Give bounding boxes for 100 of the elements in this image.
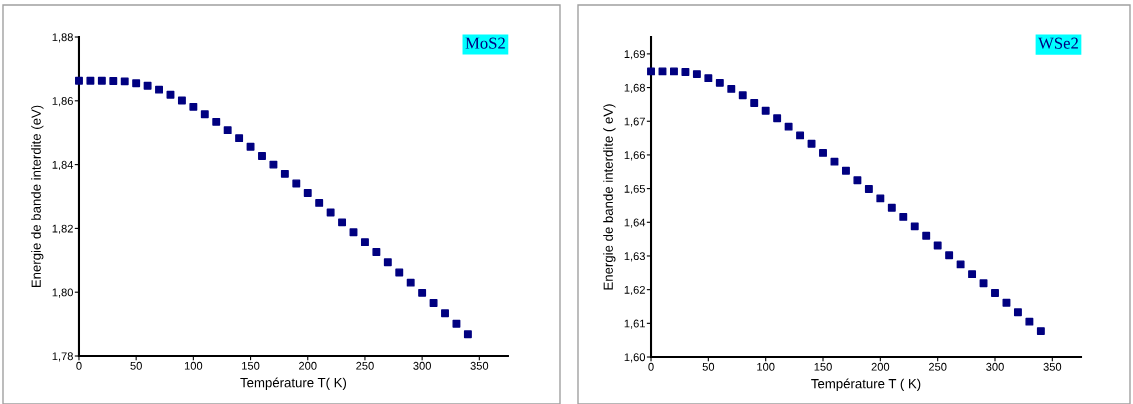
y-tick-label: 1,60 (624, 353, 646, 363)
point (246, 142, 255, 151)
x-tick-label: 50 (702, 362, 715, 371)
point (75, 76, 83, 85)
point (968, 270, 977, 279)
point (853, 176, 862, 185)
point (441, 309, 449, 318)
y-tick-label: 1,61 (624, 319, 645, 329)
point (406, 278, 415, 287)
x-tick-label: 300 (986, 362, 1004, 371)
point (761, 106, 770, 115)
y-tick-label: 1,80 (52, 288, 73, 298)
y-tick-label: 1,69 (624, 50, 645, 60)
point (899, 212, 908, 221)
y-tick-label: 1,66 (624, 151, 645, 161)
point (704, 74, 713, 83)
point (258, 152, 266, 160)
y-tick-label: 1,63 (624, 252, 645, 262)
x-tick-label: 50 (130, 361, 142, 370)
point (189, 102, 198, 111)
point (463, 330, 472, 339)
point (1036, 327, 1045, 336)
point (280, 169, 289, 178)
point (326, 208, 335, 217)
x-tick-label: 0 (648, 362, 654, 371)
point (750, 99, 759, 108)
point (956, 260, 965, 269)
point (166, 90, 175, 99)
point (120, 77, 129, 86)
x-axis-title: Température T( K) (240, 377, 347, 390)
x-tick-label: 250 (928, 362, 947, 371)
point (738, 91, 747, 100)
x-axis-title: Température T ( K) (811, 378, 921, 391)
point (97, 76, 106, 85)
point (922, 231, 931, 240)
point (727, 84, 736, 93)
y-tick-label: 1,82 (52, 224, 73, 234)
point (841, 166, 850, 175)
point (819, 148, 827, 157)
x-tick-label: 250 (356, 361, 374, 370)
point (360, 238, 369, 247)
point (132, 79, 141, 88)
x-tick-label: 100 (757, 362, 775, 371)
point (796, 131, 805, 140)
x-tick-label: 100 (184, 361, 203, 370)
point (715, 78, 724, 87)
point (212, 117, 221, 126)
point (1025, 317, 1034, 326)
y-tick-label: 1,86 (52, 97, 73, 107)
point (658, 67, 667, 76)
point (338, 218, 347, 227)
y-tick-label: 1,84 (52, 160, 74, 171)
point (864, 184, 873, 193)
point (670, 67, 678, 76)
point (235, 134, 244, 143)
point (773, 114, 782, 123)
point (372, 248, 381, 256)
point (292, 179, 301, 188)
point (452, 319, 461, 328)
y-axis-title: Energie de bande interdite (eV) (31, 105, 44, 288)
annotation: MoS2 (465, 37, 505, 49)
x-tick-label: 200 (299, 361, 317, 370)
point (395, 268, 404, 277)
point (177, 96, 186, 105)
point (830, 157, 839, 166)
point (933, 241, 942, 250)
point (429, 299, 438, 308)
point (1013, 308, 1022, 317)
point (418, 288, 427, 297)
x-tick-label: 200 (871, 362, 890, 371)
y-tick-label: 1,62 (624, 285, 645, 296)
point (349, 228, 358, 237)
point (692, 70, 701, 79)
point (1002, 298, 1011, 307)
point (991, 289, 999, 297)
point (315, 198, 324, 207)
point (269, 160, 278, 169)
y-tick-label: 1,65 (624, 184, 645, 195)
x-tick-label: 150 (814, 362, 832, 371)
y-tick-label: 1,78 (52, 352, 73, 362)
x-tick-label: 0 (76, 361, 82, 370)
point (979, 279, 988, 288)
point (109, 77, 118, 85)
point (155, 85, 163, 94)
point (647, 67, 655, 76)
x-tick-label: 150 (242, 361, 260, 370)
point (383, 258, 392, 267)
y-tick-label: 1,88 (52, 33, 73, 43)
y-tick-label: 1,68 (624, 83, 645, 94)
x-tick-label: 350 (1043, 362, 1062, 371)
point (887, 203, 896, 212)
point (784, 122, 793, 131)
annotation: WSe2 (1038, 37, 1078, 49)
point (143, 81, 152, 90)
point (910, 222, 919, 231)
x-tick-label: 300 (413, 361, 431, 370)
y-tick-label: 1,64 (624, 218, 646, 228)
y-tick-label: 1,67 (624, 117, 645, 127)
point (681, 68, 690, 77)
point (945, 251, 954, 260)
